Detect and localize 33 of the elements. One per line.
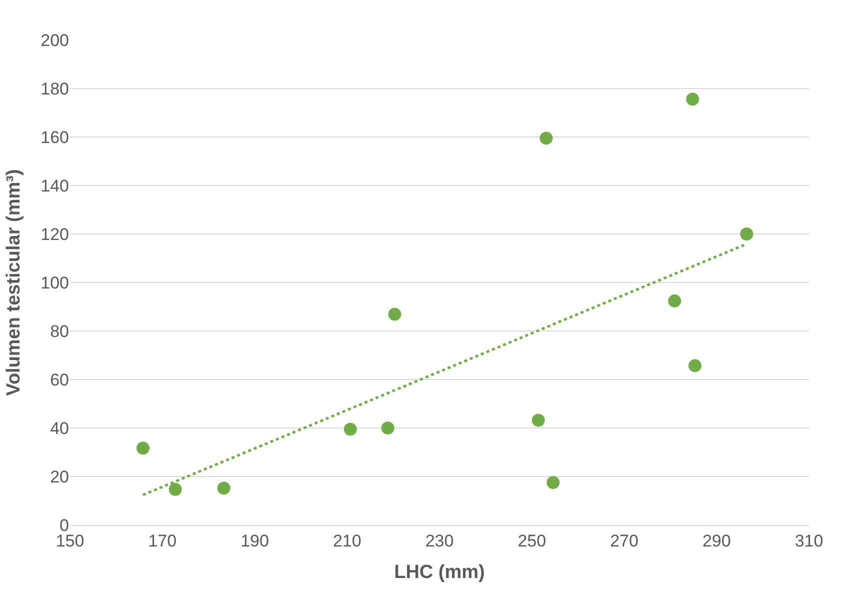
point bbox=[381, 422, 394, 434]
point bbox=[168, 482, 182, 496]
point bbox=[740, 228, 754, 240]
y-tick-label: 80 bbox=[50, 322, 69, 341]
x-axis-title: LHC (mm) bbox=[394, 562, 485, 584]
point bbox=[344, 422, 357, 436]
y-tick-label: 140 bbox=[40, 176, 69, 196]
x-tick-label: 210 bbox=[332, 531, 362, 550]
x-tick-label: 170 bbox=[148, 531, 177, 550]
point bbox=[546, 476, 560, 490]
point bbox=[686, 92, 700, 106]
point bbox=[388, 308, 402, 321]
point bbox=[668, 294, 682, 308]
y-tick-label: 100 bbox=[40, 273, 69, 292]
y-tick-label: 200 bbox=[40, 30, 69, 50]
y-tick-label: 120 bbox=[40, 224, 69, 244]
x-tick-label: 230 bbox=[425, 531, 454, 550]
y-axis-title: Volumen testicular (mm³) bbox=[3, 169, 24, 396]
y-tick-label: 20 bbox=[50, 467, 69, 486]
point bbox=[688, 359, 702, 372]
x-tick-label: 310 bbox=[794, 531, 824, 550]
x-tick-label: 270 bbox=[610, 531, 638, 550]
x-tick-label: 290 bbox=[702, 531, 731, 550]
point bbox=[136, 442, 150, 455]
y-tick-label: 160 bbox=[40, 128, 69, 147]
point bbox=[532, 414, 545, 427]
point bbox=[217, 482, 230, 495]
x-tick-label: 190 bbox=[240, 531, 269, 550]
y-tick-label: 60 bbox=[50, 370, 69, 390]
point bbox=[540, 132, 553, 145]
x-tick-label: 250 bbox=[518, 531, 546, 550]
y-tick-label: 180 bbox=[40, 79, 69, 98]
y-tick-label: 40 bbox=[50, 418, 69, 438]
